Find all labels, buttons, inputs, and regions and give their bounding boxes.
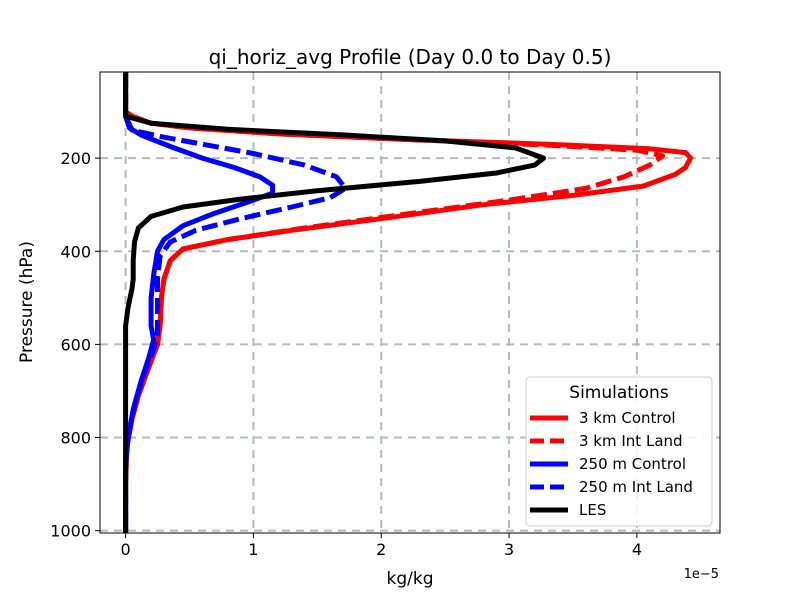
legend-label-250-m-control: 250 m Control — [579, 455, 686, 473]
legend-label-les: LES — [579, 501, 606, 519]
x-offset-text: 1e−5 — [684, 567, 719, 582]
plot-frame — [99, 71, 721, 534]
x-tick-label: 2 — [376, 540, 386, 559]
y-tick-label: 800 — [60, 429, 91, 448]
plot-series — [123, 72, 694, 533]
x-tick-label: 0 — [120, 540, 130, 559]
x-tick-label: 4 — [632, 540, 642, 559]
y-tick-label: 1000 — [50, 522, 91, 541]
legend-label-250-m-int-land: 250 m Int Land — [579, 478, 693, 496]
series-line-les — [123, 72, 547, 533]
x-axis-label: kg/kg — [387, 569, 434, 589]
legend-label-3-km-control: 3 km Control — [579, 409, 676, 427]
legend-label-3-km-int-land: 3 km Int Land — [579, 432, 683, 450]
x-tick-label: 3 — [504, 540, 514, 559]
series-line-250-m-control — [123, 72, 276, 533]
y-tick-label: 200 — [60, 149, 91, 168]
y-tick-label: 400 — [60, 242, 91, 261]
legend-box — [525, 376, 713, 527]
legend: Simulations 3 km Control 3 km Int Land 250… — [525, 376, 713, 527]
legend-title: Simulations — [569, 383, 669, 403]
x-tick-label: 1 — [248, 540, 258, 559]
axis-ticks: 0 1 2 3 4 200 400 600 800 1000 — [50, 149, 642, 559]
y-axis-label: Pressure (hPa) — [17, 241, 37, 363]
y-tick-label: 600 — [60, 335, 91, 354]
chart-title: qi_horiz_avg Profile (Day 0.0 to Day 0.5… — [209, 45, 612, 69]
series-line-250-m-int-land — [123, 72, 348, 533]
